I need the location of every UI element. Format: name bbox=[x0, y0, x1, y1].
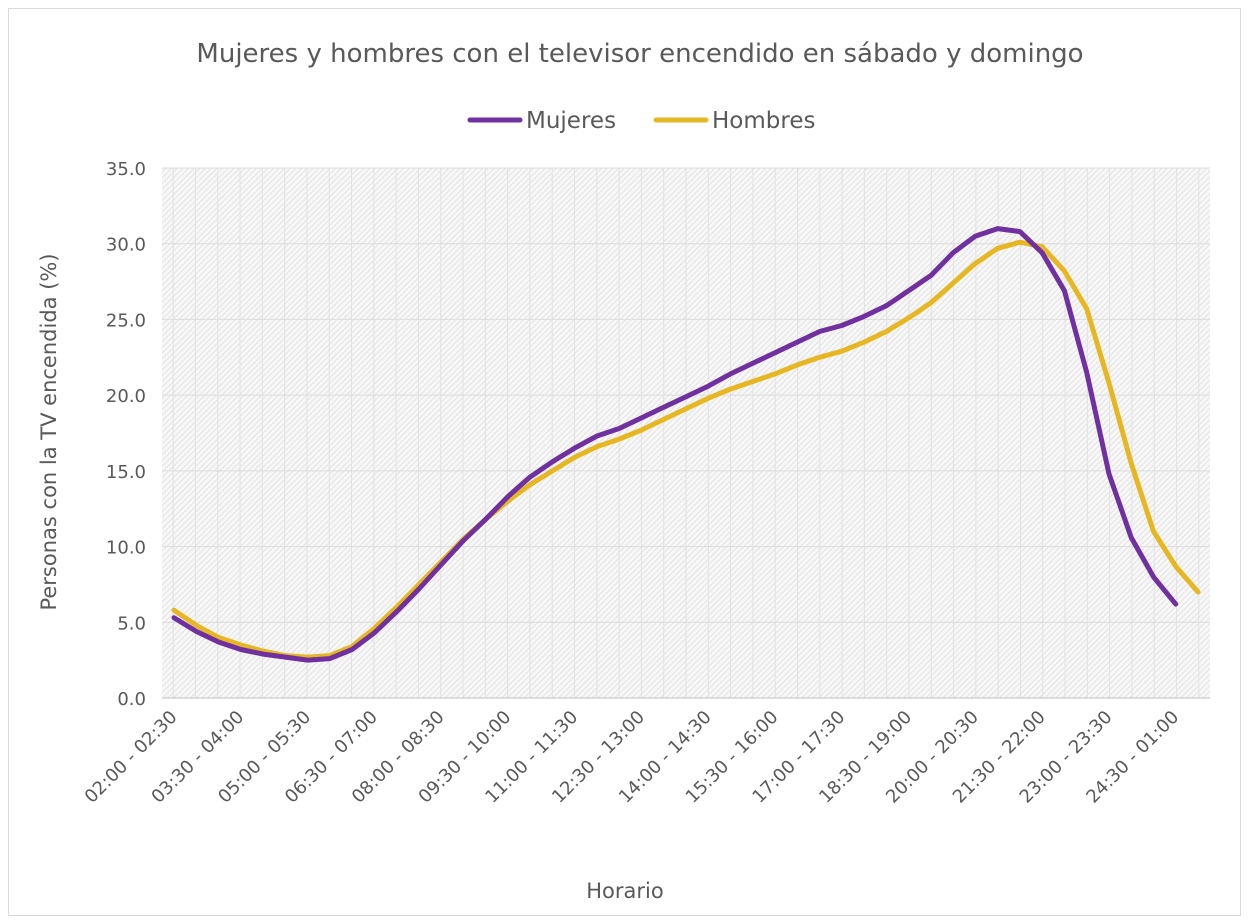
y-tick-label: 35.0 bbox=[106, 159, 146, 180]
y-tick-label: 10.0 bbox=[106, 538, 146, 559]
y-axis-title: Personas con la TV encendida (%) bbox=[37, 253, 61, 610]
gridlines bbox=[162, 167, 1210, 699]
y-tick-label: 0.0 bbox=[117, 689, 146, 710]
series-lines bbox=[171, 226, 1201, 663]
y-axis-ticks: 0.0 5.0 10.0 15.0 20.0 25.0 30.0 35.0 bbox=[106, 159, 146, 710]
legend-label-hombres: Hombres bbox=[712, 108, 815, 134]
y-tick-label: 20.0 bbox=[106, 386, 146, 407]
y-tick-label: 30.0 bbox=[106, 235, 146, 256]
y-tick-label: 5.0 bbox=[117, 613, 146, 634]
y-tick-label: 25.0 bbox=[106, 310, 146, 331]
x-axis-title: Horario bbox=[586, 879, 663, 903]
legend: Mujeres Hombres bbox=[467, 108, 815, 134]
series-line-mujeres bbox=[171, 226, 1179, 663]
legend-label-mujeres: Mujeres bbox=[526, 108, 616, 134]
y-tick-label: 15.0 bbox=[106, 462, 146, 483]
series-line-hombres bbox=[171, 239, 1201, 660]
chart-title: Mujeres y hombres con el televisor encen… bbox=[196, 39, 1083, 69]
